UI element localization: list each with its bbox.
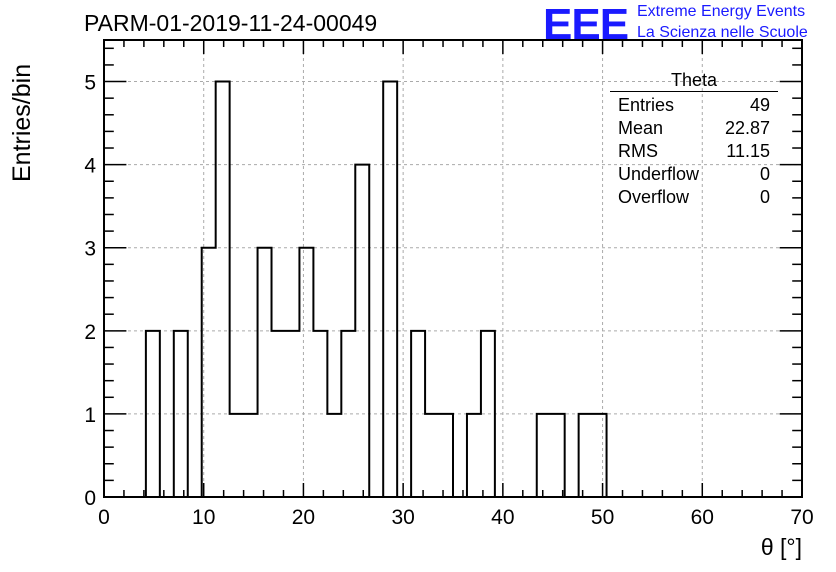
x-tick-label: 10: [192, 506, 215, 529]
y-tick-label: 2: [84, 321, 96, 344]
stats-label: RMS: [618, 141, 658, 161]
stats-row-overflow: Overflow 0: [610, 186, 778, 209]
y-tick-label: 5: [84, 72, 96, 95]
x-tick-label: 0: [98, 506, 110, 529]
y-tick-label: 3: [84, 238, 96, 261]
y-tick-label: 0: [84, 487, 96, 510]
histogram-outline: [144, 80, 608, 498]
stats-value: 49: [749, 95, 770, 115]
stats-title: Theta: [610, 70, 778, 92]
eee-logo: EEE: [543, 0, 629, 49]
x-tick-label: 70: [790, 506, 813, 529]
stats-label: Entries: [618, 95, 675, 115]
y-tick-labels: 0 1 2 3 4 5: [84, 72, 96, 510]
x-tick-label: 40: [491, 506, 514, 529]
stats-value: 22.87: [724, 118, 770, 138]
x-tick-label: 60: [691, 506, 714, 529]
stats-label: Overflow: [618, 187, 690, 207]
stats-value: 0: [759, 164, 770, 184]
x-tick-labels: 0 10 20 30 40 50 60 70: [98, 506, 814, 529]
stats-box: Theta Entries 49 Mean 22.87 RMS 11.15 Un…: [610, 70, 778, 209]
y-axis-label: Entries/bin: [8, 63, 36, 182]
logo-caption-2: La Scienza nelle Scuole: [637, 24, 808, 41]
stats-label: Underflow: [618, 164, 700, 184]
x-tick-label: 50: [591, 506, 614, 529]
x-tick-label: 30: [391, 506, 414, 529]
stats-value: 11.15: [726, 141, 770, 161]
y-tick-label: 4: [84, 155, 96, 178]
plot-frame: [103, 39, 803, 498]
logo-caption-1: Extreme Energy Events: [637, 3, 806, 20]
x-axis-label: θ [°]: [760, 534, 802, 560]
x-tick-label: 20: [292, 506, 315, 529]
stats-label: Mean: [618, 118, 664, 138]
stats-row-underflow: Underflow 0: [610, 163, 778, 186]
chart-title: PARM-01-2019-11-24-00049: [84, 10, 378, 36]
y-tick-label: 1: [84, 404, 96, 427]
axis-ticks: [103, 40, 803, 498]
stats-row-mean: Mean 22.87: [610, 117, 778, 140]
stats-row-rms: RMS 11.15: [610, 140, 778, 163]
stats-value: 0: [759, 187, 770, 207]
stats-row-entries: Entries 49: [610, 94, 778, 117]
